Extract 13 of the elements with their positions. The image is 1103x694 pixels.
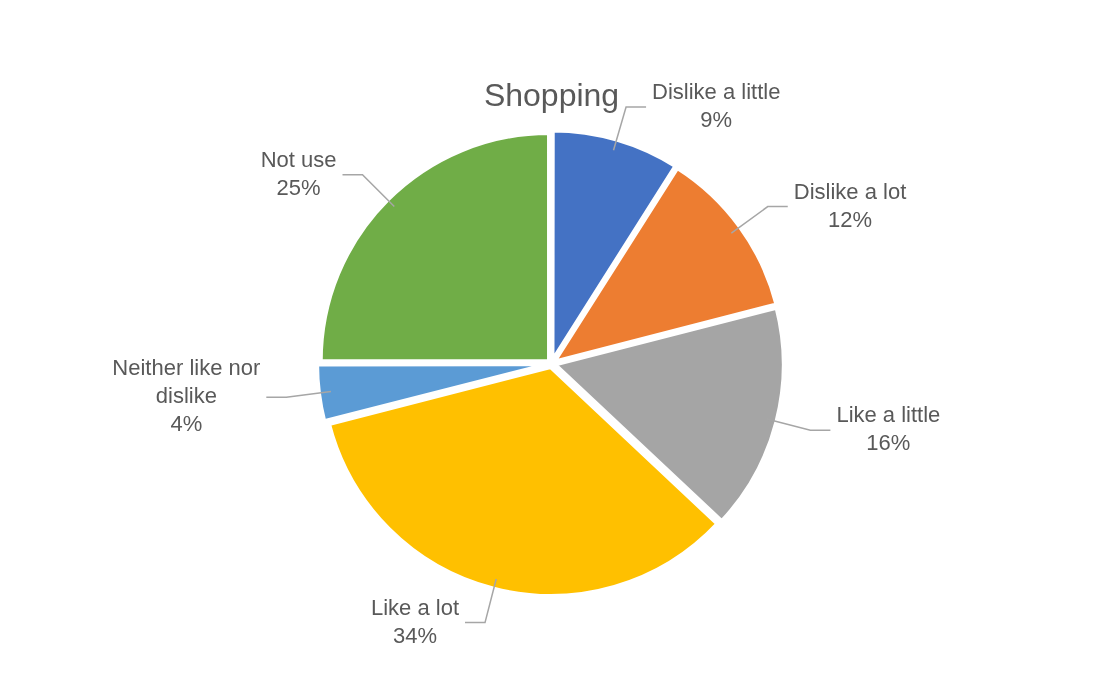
slice-label: Neither like nor dislike: [112, 355, 261, 409]
data-label: 34%: [392, 622, 438, 648]
slice-label: Not use: [260, 146, 337, 172]
data-label: 16%: [866, 430, 911, 456]
slice-label: Like a little: [836, 402, 941, 428]
chart-title: Shopping: [483, 77, 620, 114]
data-label: 12%: [827, 206, 873, 232]
slice-label: Dislike a little: [652, 79, 781, 105]
data-label: 9%: [700, 107, 733, 133]
data-label: 4%: [170, 411, 203, 437]
slice-label: Like a lot: [370, 594, 460, 620]
data-label: 25%: [276, 174, 321, 200]
slice-label: Dislike a lot: [793, 178, 907, 204]
